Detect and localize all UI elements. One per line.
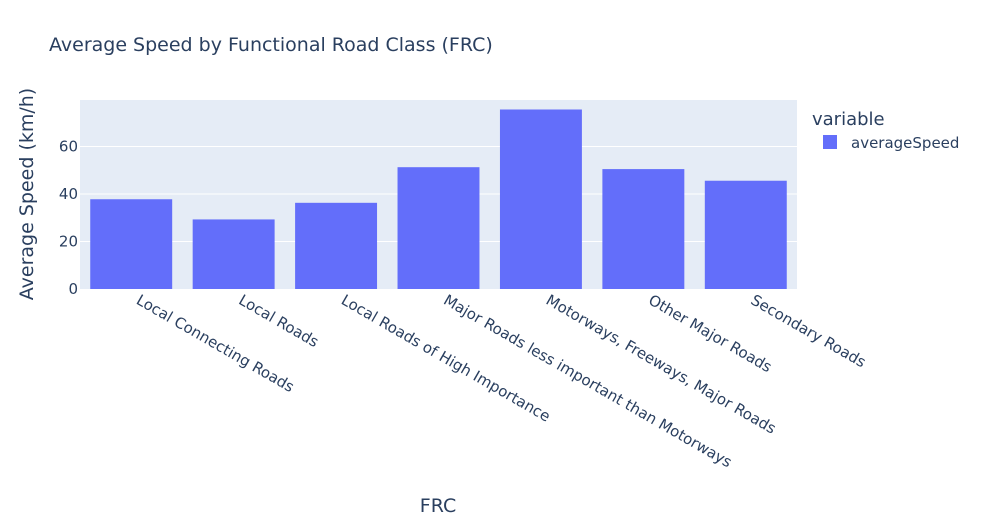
bars bbox=[90, 109, 787, 289]
y-axis-ticks: 0 20 40 60 bbox=[59, 138, 78, 298]
y-tick-label: 0 bbox=[68, 280, 78, 298]
legend: variable averageSpeed bbox=[812, 109, 959, 152]
y-tick-label: 60 bbox=[59, 138, 78, 156]
y-tick-label: 40 bbox=[59, 185, 78, 203]
bar[interactable] bbox=[704, 180, 787, 289]
bar[interactable] bbox=[397, 167, 480, 289]
bar[interactable] bbox=[499, 109, 582, 289]
legend-swatch[interactable] bbox=[823, 135, 837, 149]
legend-item-averagespeed[interactable]: averageSpeed bbox=[851, 134, 959, 152]
legend-title: variable bbox=[812, 109, 885, 130]
x-tick-label: Local Roads bbox=[236, 291, 322, 351]
bar[interactable] bbox=[90, 199, 173, 289]
chart-title: Average Speed by Functional Road Class (… bbox=[49, 34, 493, 56]
bar[interactable] bbox=[295, 202, 378, 289]
x-tick-label: Local Roads of High Importance bbox=[338, 291, 553, 426]
y-axis-title: Average Speed (km/h) bbox=[16, 88, 38, 300]
x-axis-title: FRC bbox=[420, 495, 456, 517]
bar[interactable] bbox=[602, 169, 685, 289]
y-tick-label: 20 bbox=[59, 233, 78, 251]
bar[interactable] bbox=[192, 219, 275, 289]
